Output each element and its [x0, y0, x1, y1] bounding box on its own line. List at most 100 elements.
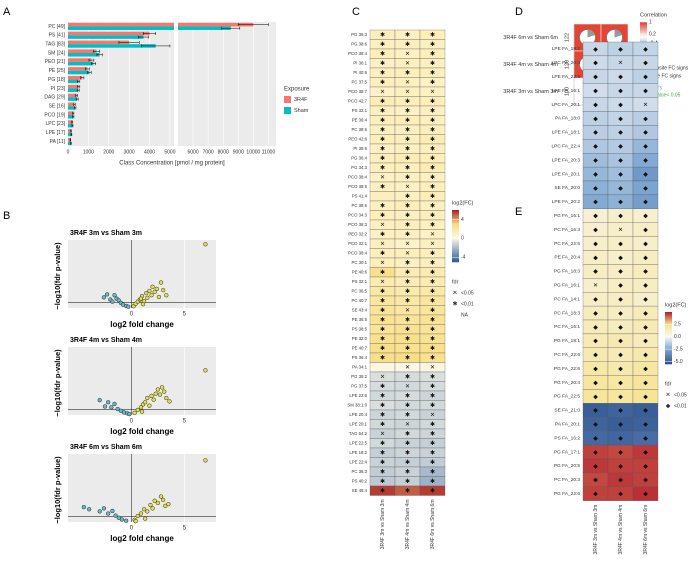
- fdr-symbol: ✱: [430, 383, 435, 390]
- fdr-symbol: ✱: [380, 336, 385, 343]
- bar: [68, 35, 144, 39]
- fdr-symbol: ✕: [593, 283, 598, 289]
- bar: [68, 58, 92, 62]
- row-label: PG FA_22:5: [554, 394, 580, 400]
- colorbar-segment: [640, 22, 647, 24]
- fdr-symbol: ◆: [643, 408, 648, 414]
- fdr-symbol: ◆: [618, 130, 623, 136]
- colorbar-segment: [452, 251, 459, 254]
- colorbar-segment: [640, 40, 647, 42]
- row-label: LPE FA_22:6: [552, 74, 581, 80]
- colorbar-segment: [665, 315, 672, 318]
- fdr-symbol: ✕: [380, 261, 385, 267]
- row-label: LPC FA_22:4: [551, 144, 580, 150]
- fdr-symbol: ✱: [405, 174, 410, 181]
- colorbar-segment: [452, 224, 459, 226]
- fdr-symbol: ◆: [618, 325, 623, 331]
- point: [101, 506, 107, 511]
- fdr-symbol: ◆: [618, 47, 623, 53]
- x-tick-label: 5000: [164, 149, 175, 155]
- row-label: PE 40:7: [352, 345, 368, 350]
- colorbar-segment: [452, 256, 459, 259]
- fdr-symbol: ✱: [430, 108, 435, 115]
- row-label: LPE FA_16:1: [552, 88, 581, 94]
- row-label: PS 36:4: [352, 355, 368, 360]
- x-tick-label: 0: [67, 149, 70, 155]
- fdr-symbol: ◆: [618, 172, 623, 178]
- fdr-symbol: ✱: [380, 117, 385, 124]
- fdr-symbol: ✱: [430, 136, 435, 143]
- point: [135, 513, 140, 519]
- row-label: LPE FA_20:1: [552, 171, 581, 177]
- legend-title: Correlation: [640, 12, 667, 18]
- point: [161, 497, 166, 502]
- colorbar-segment: [640, 34, 647, 36]
- fdr-symbol: ✱: [405, 412, 410, 419]
- fdr-symbol: ◆: [593, 269, 598, 275]
- row-label: PS FA_16:2: [554, 435, 580, 441]
- fdr-symbol: ◆: [618, 255, 623, 261]
- row-label: PCO 38:4: [348, 174, 367, 179]
- colorbar-segment: [452, 259, 459, 261]
- bar: [68, 31, 150, 36]
- fdr-symbol: ◆: [618, 464, 623, 470]
- fdr-symbol: ✱: [405, 117, 410, 124]
- colorbar-segment: [452, 229, 459, 232]
- bar: [68, 70, 90, 75]
- x-tick-label: 10000: [246, 149, 260, 155]
- colorbar-segment: [640, 37, 647, 39]
- fdr-symbol: ✱: [380, 383, 385, 390]
- point: [155, 500, 160, 505]
- colorbar-segment: [665, 339, 672, 341]
- row-label: PC FA_16:1: [554, 324, 580, 330]
- fdr-symbol: ◆: [643, 47, 648, 53]
- chart-title: 3R4F 6m vs Sham 6m: [70, 444, 142, 451]
- fdr-symbol: ✱: [380, 412, 385, 419]
- fdr-symbol: ✱: [405, 345, 410, 352]
- colorbar-tick-label: 4: [461, 217, 464, 223]
- colorbar-segment: [640, 36, 647, 38]
- column-label: 3R4F 3m vs Sham 3m: [593, 505, 599, 555]
- row-label: PE FA_20:4: [554, 255, 580, 261]
- fdr-symbol: ◆: [618, 200, 623, 206]
- colorbar-segment: [665, 347, 672, 349]
- colorbar-segment: [640, 38, 647, 40]
- point: [81, 505, 86, 510]
- bar: [68, 115, 74, 119]
- colorbar-segment: [640, 24, 647, 26]
- row-label: PG 36:4: [351, 155, 367, 160]
- fdr-legend-symbol: ✱: [452, 301, 457, 308]
- fdr-symbol: ◆: [618, 367, 623, 373]
- fdr-symbol: ✕: [380, 280, 385, 286]
- fdr-symbol: ◆: [618, 353, 623, 359]
- fdr-symbol: ✱: [405, 146, 410, 153]
- x-tick-label: 3000: [124, 149, 135, 155]
- row-label: PC FA_14:1: [554, 296, 580, 302]
- point: [152, 289, 157, 294]
- fdr-symbol: ✱: [430, 421, 435, 428]
- fdr-symbol: ◆: [643, 172, 648, 178]
- fdr-symbol: ◆: [593, 408, 598, 414]
- colorbar-segment: [665, 362, 672, 365]
- x-tick-label: 7000: [203, 149, 214, 155]
- point: [147, 403, 152, 408]
- point: [135, 407, 140, 412]
- fdr-symbol: ◆: [593, 228, 598, 234]
- bar: [68, 141, 72, 146]
- bar: [68, 106, 76, 110]
- x-tick-label: 5: [183, 312, 187, 318]
- colorbar-segment: [452, 216, 459, 219]
- bar: [68, 97, 78, 101]
- bar: [68, 111, 74, 115]
- fdr-symbol: ◆: [643, 311, 648, 317]
- row-count: 122: [564, 33, 570, 42]
- colorbar-segment: [665, 331, 672, 334]
- fdr-symbol: ✱: [430, 127, 435, 134]
- fdr-symbol: ✕: [618, 61, 623, 67]
- fdr-symbol: ◆: [593, 47, 598, 53]
- x-axis-title: Class Concentration [pmol / mg protein]: [119, 161, 225, 167]
- fdr-symbol: ✱: [405, 212, 410, 219]
- fdr-symbol: ◆: [618, 339, 623, 345]
- y-axis-title: −log10(fdr p-value): [53, 349, 62, 417]
- fdr-symbol: ✱: [405, 193, 410, 200]
